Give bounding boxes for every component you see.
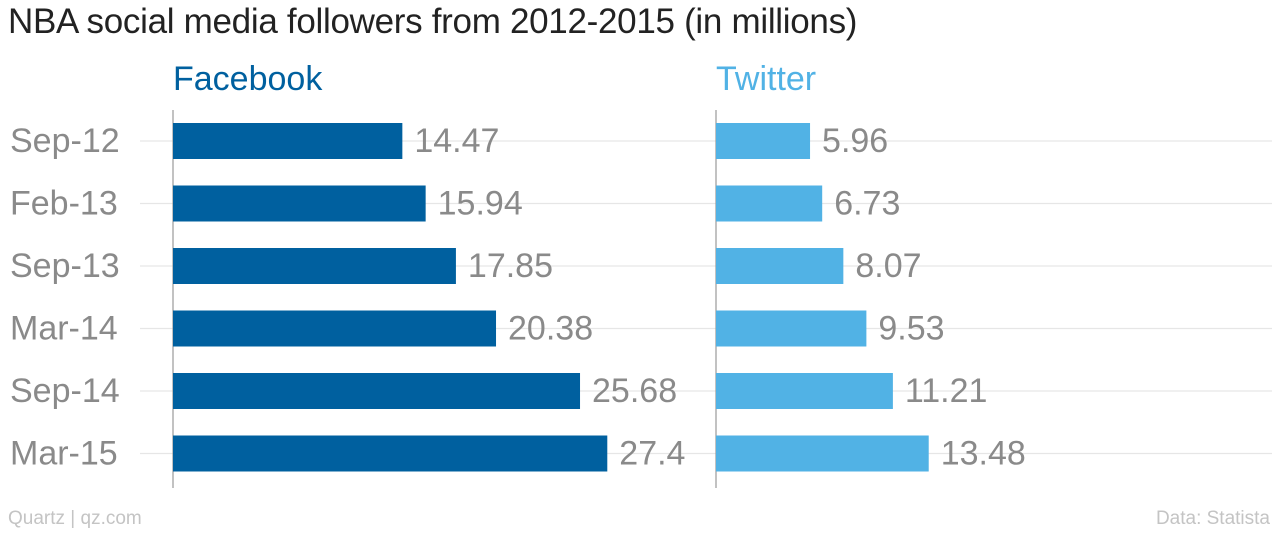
bar bbox=[716, 185, 823, 222]
source-credit: Quartz | qz.com bbox=[8, 508, 142, 529]
series-title: Twitter bbox=[716, 60, 816, 98]
data-label: 9.53 bbox=[878, 310, 944, 348]
data-label: 15.94 bbox=[438, 185, 523, 223]
series-title: Facebook bbox=[173, 60, 323, 98]
category-label: Feb-13 bbox=[10, 185, 118, 223]
bar bbox=[173, 185, 426, 222]
category-labels: Sep-12 Feb-13 Sep-13 Mar-14 Sep-14 Mar-15 bbox=[10, 122, 120, 473]
data-label: 20.38 bbox=[508, 310, 593, 348]
data-label: 14.47 bbox=[414, 122, 499, 160]
data-label: 17.85 bbox=[468, 247, 553, 285]
category-label: Mar-15 bbox=[10, 435, 118, 473]
chart-title: NBA social media followers from 2012-201… bbox=[8, 2, 858, 41]
data-label: 13.48 bbox=[941, 435, 1026, 473]
bar bbox=[716, 310, 867, 347]
data-label: 27.4 bbox=[619, 435, 685, 473]
data-label: 8.07 bbox=[855, 247, 921, 285]
bar bbox=[716, 248, 844, 284]
bar bbox=[173, 123, 403, 159]
panel-facebook: Facebook 14.47 15.94 17.85 20.38 25.68 27.4 bbox=[172, 60, 685, 488]
bar bbox=[173, 248, 456, 284]
bar bbox=[716, 373, 893, 409]
category-label: Sep-14 bbox=[10, 372, 120, 410]
bar bbox=[173, 373, 581, 409]
bar bbox=[173, 435, 608, 472]
bar bbox=[716, 435, 929, 472]
data-label: 5.96 bbox=[822, 122, 888, 160]
data-label: 25.68 bbox=[592, 372, 677, 410]
category-label: Sep-12 bbox=[10, 122, 120, 160]
data-label: 6.73 bbox=[834, 185, 900, 223]
data-source: Data: Statista bbox=[1155, 508, 1270, 529]
data-label: 11.21 bbox=[905, 372, 988, 410]
chart-panels: Facebook 14.47 15.94 17.85 20.38 25.68 27.4 Twi… bbox=[172, 60, 1026, 488]
category-label: Mar-14 bbox=[10, 310, 118, 348]
bar bbox=[716, 123, 811, 159]
category-label: Sep-13 bbox=[10, 247, 120, 285]
bar bbox=[173, 310, 497, 347]
